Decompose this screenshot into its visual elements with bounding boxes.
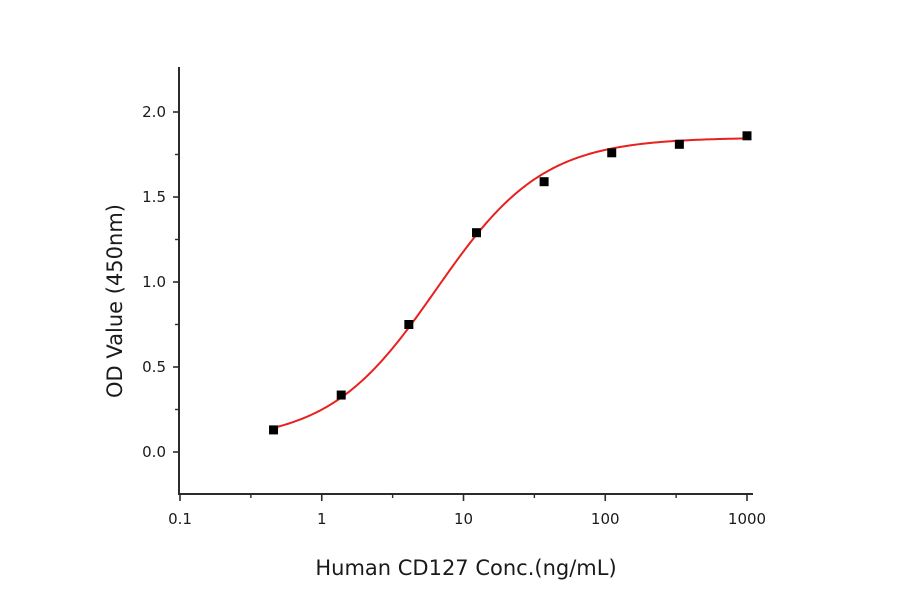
axes: 0.0 0.5 1.0 1.5 2.0 0.1 1 10 100 1000 xyxy=(142,67,766,528)
x-axis-title: Human CD127 Conc.(ng/mL) xyxy=(315,556,616,580)
y-tick-label: 1.5 xyxy=(142,188,166,206)
y-tick-label: 0.0 xyxy=(142,443,166,461)
data-points xyxy=(269,131,752,435)
fit-curve xyxy=(273,137,748,429)
data-point-square xyxy=(539,177,549,187)
y-axis-title: OD Value (450nm) xyxy=(103,204,127,398)
data-point-square xyxy=(471,228,481,238)
data-point-square xyxy=(742,131,752,141)
x-tick-label: 1 xyxy=(317,510,327,528)
fit-curve-line xyxy=(273,137,748,429)
data-point-square xyxy=(269,425,279,435)
data-point-square xyxy=(674,139,684,149)
y-tick-label: 1.0 xyxy=(142,273,166,291)
data-point-square xyxy=(404,320,414,329)
x-tick-label: 0.1 xyxy=(168,510,192,528)
y-tick-label: 0.5 xyxy=(142,358,166,376)
data-point-square xyxy=(607,148,617,158)
data-point-square xyxy=(336,390,346,400)
x-tick-label: 100 xyxy=(591,510,620,528)
y-tick-label: 2.0 xyxy=(142,103,166,121)
x-tick-label: 10 xyxy=(454,510,473,528)
x-tick-label: 1000 xyxy=(728,510,766,528)
